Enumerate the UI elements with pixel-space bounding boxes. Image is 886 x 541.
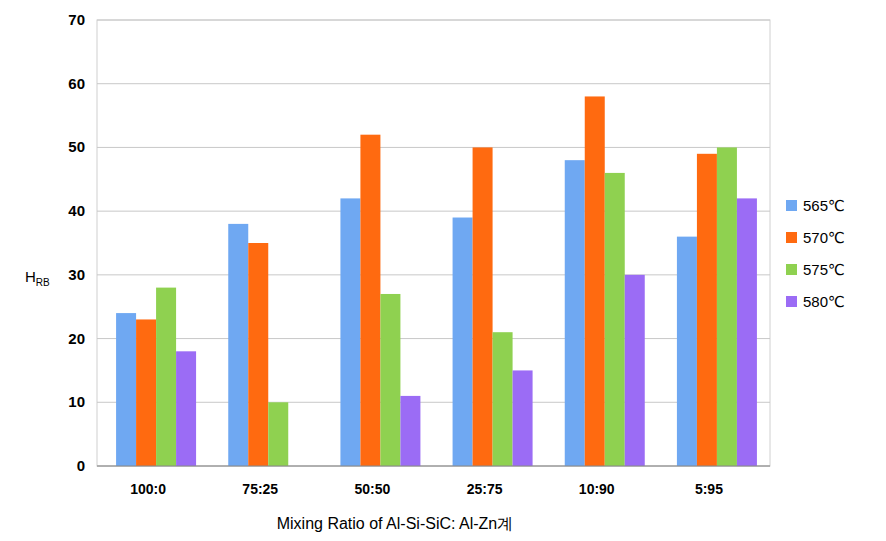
- y-tick-label: 30: [68, 266, 85, 283]
- y-tick-label: 40: [68, 202, 85, 219]
- bar: [585, 96, 605, 466]
- bar: [697, 154, 717, 466]
- bar: [717, 147, 737, 466]
- grid-line: [97, 211, 770, 212]
- legend-label: 575℃: [803, 261, 845, 278]
- bar: [473, 147, 493, 466]
- bar: [737, 198, 757, 466]
- x-tick-label: 10:90: [579, 481, 615, 497]
- y-tick-label: 0: [77, 457, 85, 474]
- x-axis-title: Mixing Ratio of Al-Si-SiC: Al-Zn계: [277, 515, 514, 532]
- grid-line: [97, 274, 770, 275]
- legend-label: 580℃: [803, 293, 845, 310]
- bar: [176, 351, 196, 466]
- bar: [605, 173, 625, 466]
- y-axis-title: HRB: [25, 268, 50, 288]
- x-tick-label: 75:25: [242, 481, 278, 497]
- bar: [268, 402, 288, 466]
- plot-frame: [97, 20, 770, 466]
- grid-line: [97, 147, 770, 148]
- bars: [116, 96, 757, 466]
- legend-label: 570℃: [803, 229, 845, 246]
- chart: 0 10 20 30 40 50 60 70 100:0 75:25 50:50 25:75 10:90…: [0, 0, 886, 541]
- grid-line: [97, 20, 770, 21]
- legend-swatch: [786, 200, 797, 211]
- bar: [340, 198, 360, 466]
- bar: [513, 370, 533, 466]
- x-tick-label: 5:95: [695, 481, 723, 497]
- x-tick-label: 100:0: [130, 481, 166, 497]
- grid-line: [97, 83, 770, 84]
- x-tick-label: 50:50: [355, 481, 391, 497]
- bar: [400, 396, 420, 466]
- grid-line: [97, 402, 770, 403]
- y-tick-label: 70: [68, 11, 85, 28]
- bar: [565, 160, 585, 466]
- bar: [677, 237, 697, 466]
- bar: [136, 319, 156, 466]
- bar: [116, 313, 136, 466]
- bar: [380, 294, 400, 466]
- y-tick-label: 10: [68, 393, 85, 410]
- bar: [360, 135, 380, 466]
- grid-line: [97, 466, 770, 467]
- bar: [453, 218, 473, 466]
- grid-line: [97, 338, 770, 339]
- y-tick-label: 60: [68, 75, 85, 92]
- bar: [228, 224, 248, 466]
- bar: [156, 288, 176, 466]
- x-tick-label: 25:75: [467, 481, 503, 497]
- legend-swatch: [786, 232, 797, 243]
- y-tick-label: 20: [68, 330, 85, 347]
- y-tick-label: 50: [68, 138, 85, 155]
- x-axis-line: [97, 466, 770, 467]
- legend-swatch: [786, 296, 797, 307]
- chart-container: 0 10 20 30 40 50 60 70 100:0 75:25 50:50 25:75 10:90…: [0, 0, 886, 541]
- bar: [248, 243, 268, 466]
- legend-label: 565℃: [803, 197, 845, 214]
- bar: [493, 332, 513, 466]
- legend-swatch: [786, 264, 797, 275]
- bar: [625, 275, 645, 466]
